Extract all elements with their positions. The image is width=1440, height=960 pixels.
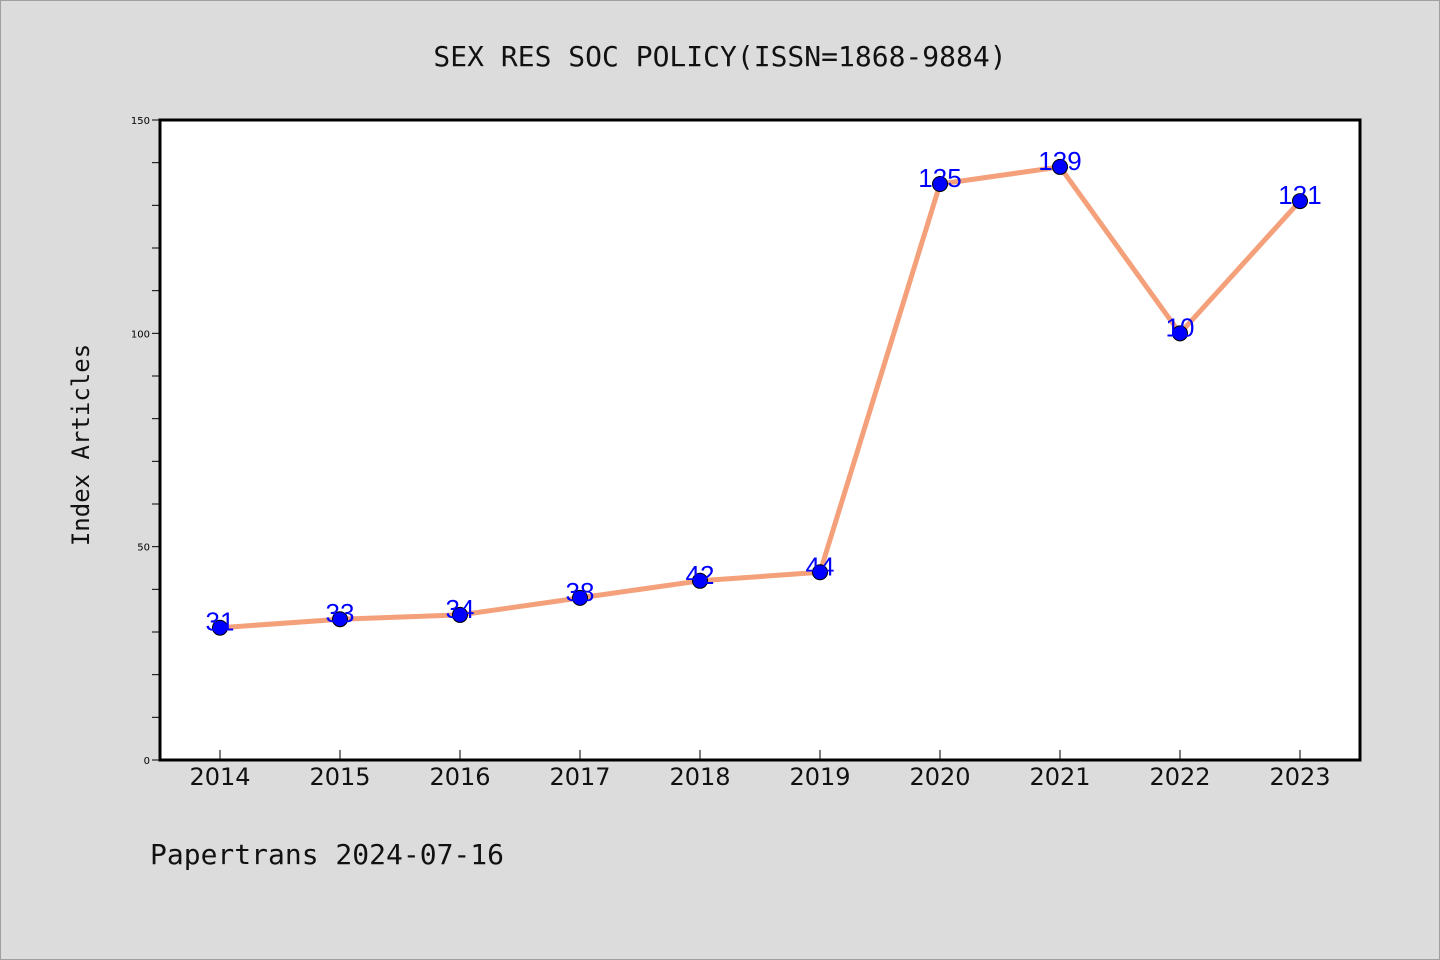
plot-area	[158, 118, 1362, 762]
y-tick-label: 150	[131, 116, 150, 127]
data-point	[1172, 325, 1188, 342]
data-point	[1292, 193, 1308, 210]
x-tick-label: 2021	[1029, 763, 1090, 791]
data-point	[932, 176, 948, 192]
x-tick-label: 2023	[1269, 763, 1330, 791]
y-axis: 0 50 100 150	[131, 116, 160, 767]
x-tick-label: 2020	[909, 763, 970, 791]
x-tick-label: 2017	[549, 763, 610, 791]
data-point	[812, 564, 828, 581]
data-label: 135	[918, 163, 961, 193]
x-tick-label: 2022	[1149, 763, 1210, 791]
series-index-articles	[212, 158, 1308, 636]
x-tick-label: 2016	[429, 763, 490, 791]
data-label: 42	[686, 560, 715, 590]
data-point	[1052, 158, 1068, 175]
data-label: 131	[1278, 180, 1321, 210]
data-point	[572, 589, 588, 606]
data-label: 139	[1038, 146, 1081, 176]
x-axis: 2014 2015 2016 2017 2018 2019 2020 2021 2022 2023	[189, 750, 1331, 791]
y-axis-label: Index Articles	[67, 344, 95, 546]
footer-text: Papertrans 2024-07-16	[150, 838, 504, 871]
data-labels: 31 33 34 38 42 44 135 139 10 131	[206, 146, 1322, 637]
data-label: 38	[566, 577, 595, 607]
y-tick-label: 100	[131, 329, 150, 340]
data-label: 31	[206, 607, 235, 637]
y-tick-label: 50	[137, 543, 150, 554]
data-point	[692, 572, 708, 589]
data-point	[452, 606, 468, 623]
series-line	[217, 164, 1303, 631]
x-tick-label: 2018	[669, 763, 730, 791]
chart-title: SEX RES SOC POLICY(ISSN=1868-9884)	[433, 40, 1006, 73]
data-label: 34	[446, 594, 475, 624]
data-point	[332, 611, 348, 628]
x-tick-label: 2019	[789, 763, 850, 791]
data-label: 44	[806, 551, 835, 581]
data-point	[212, 619, 228, 636]
data-label: 10	[1166, 312, 1195, 342]
x-tick-label: 2014	[189, 763, 250, 791]
x-tick-label: 2015	[309, 763, 370, 791]
y-tick-label: 0	[144, 756, 150, 767]
data-label: 33	[326, 598, 355, 628]
